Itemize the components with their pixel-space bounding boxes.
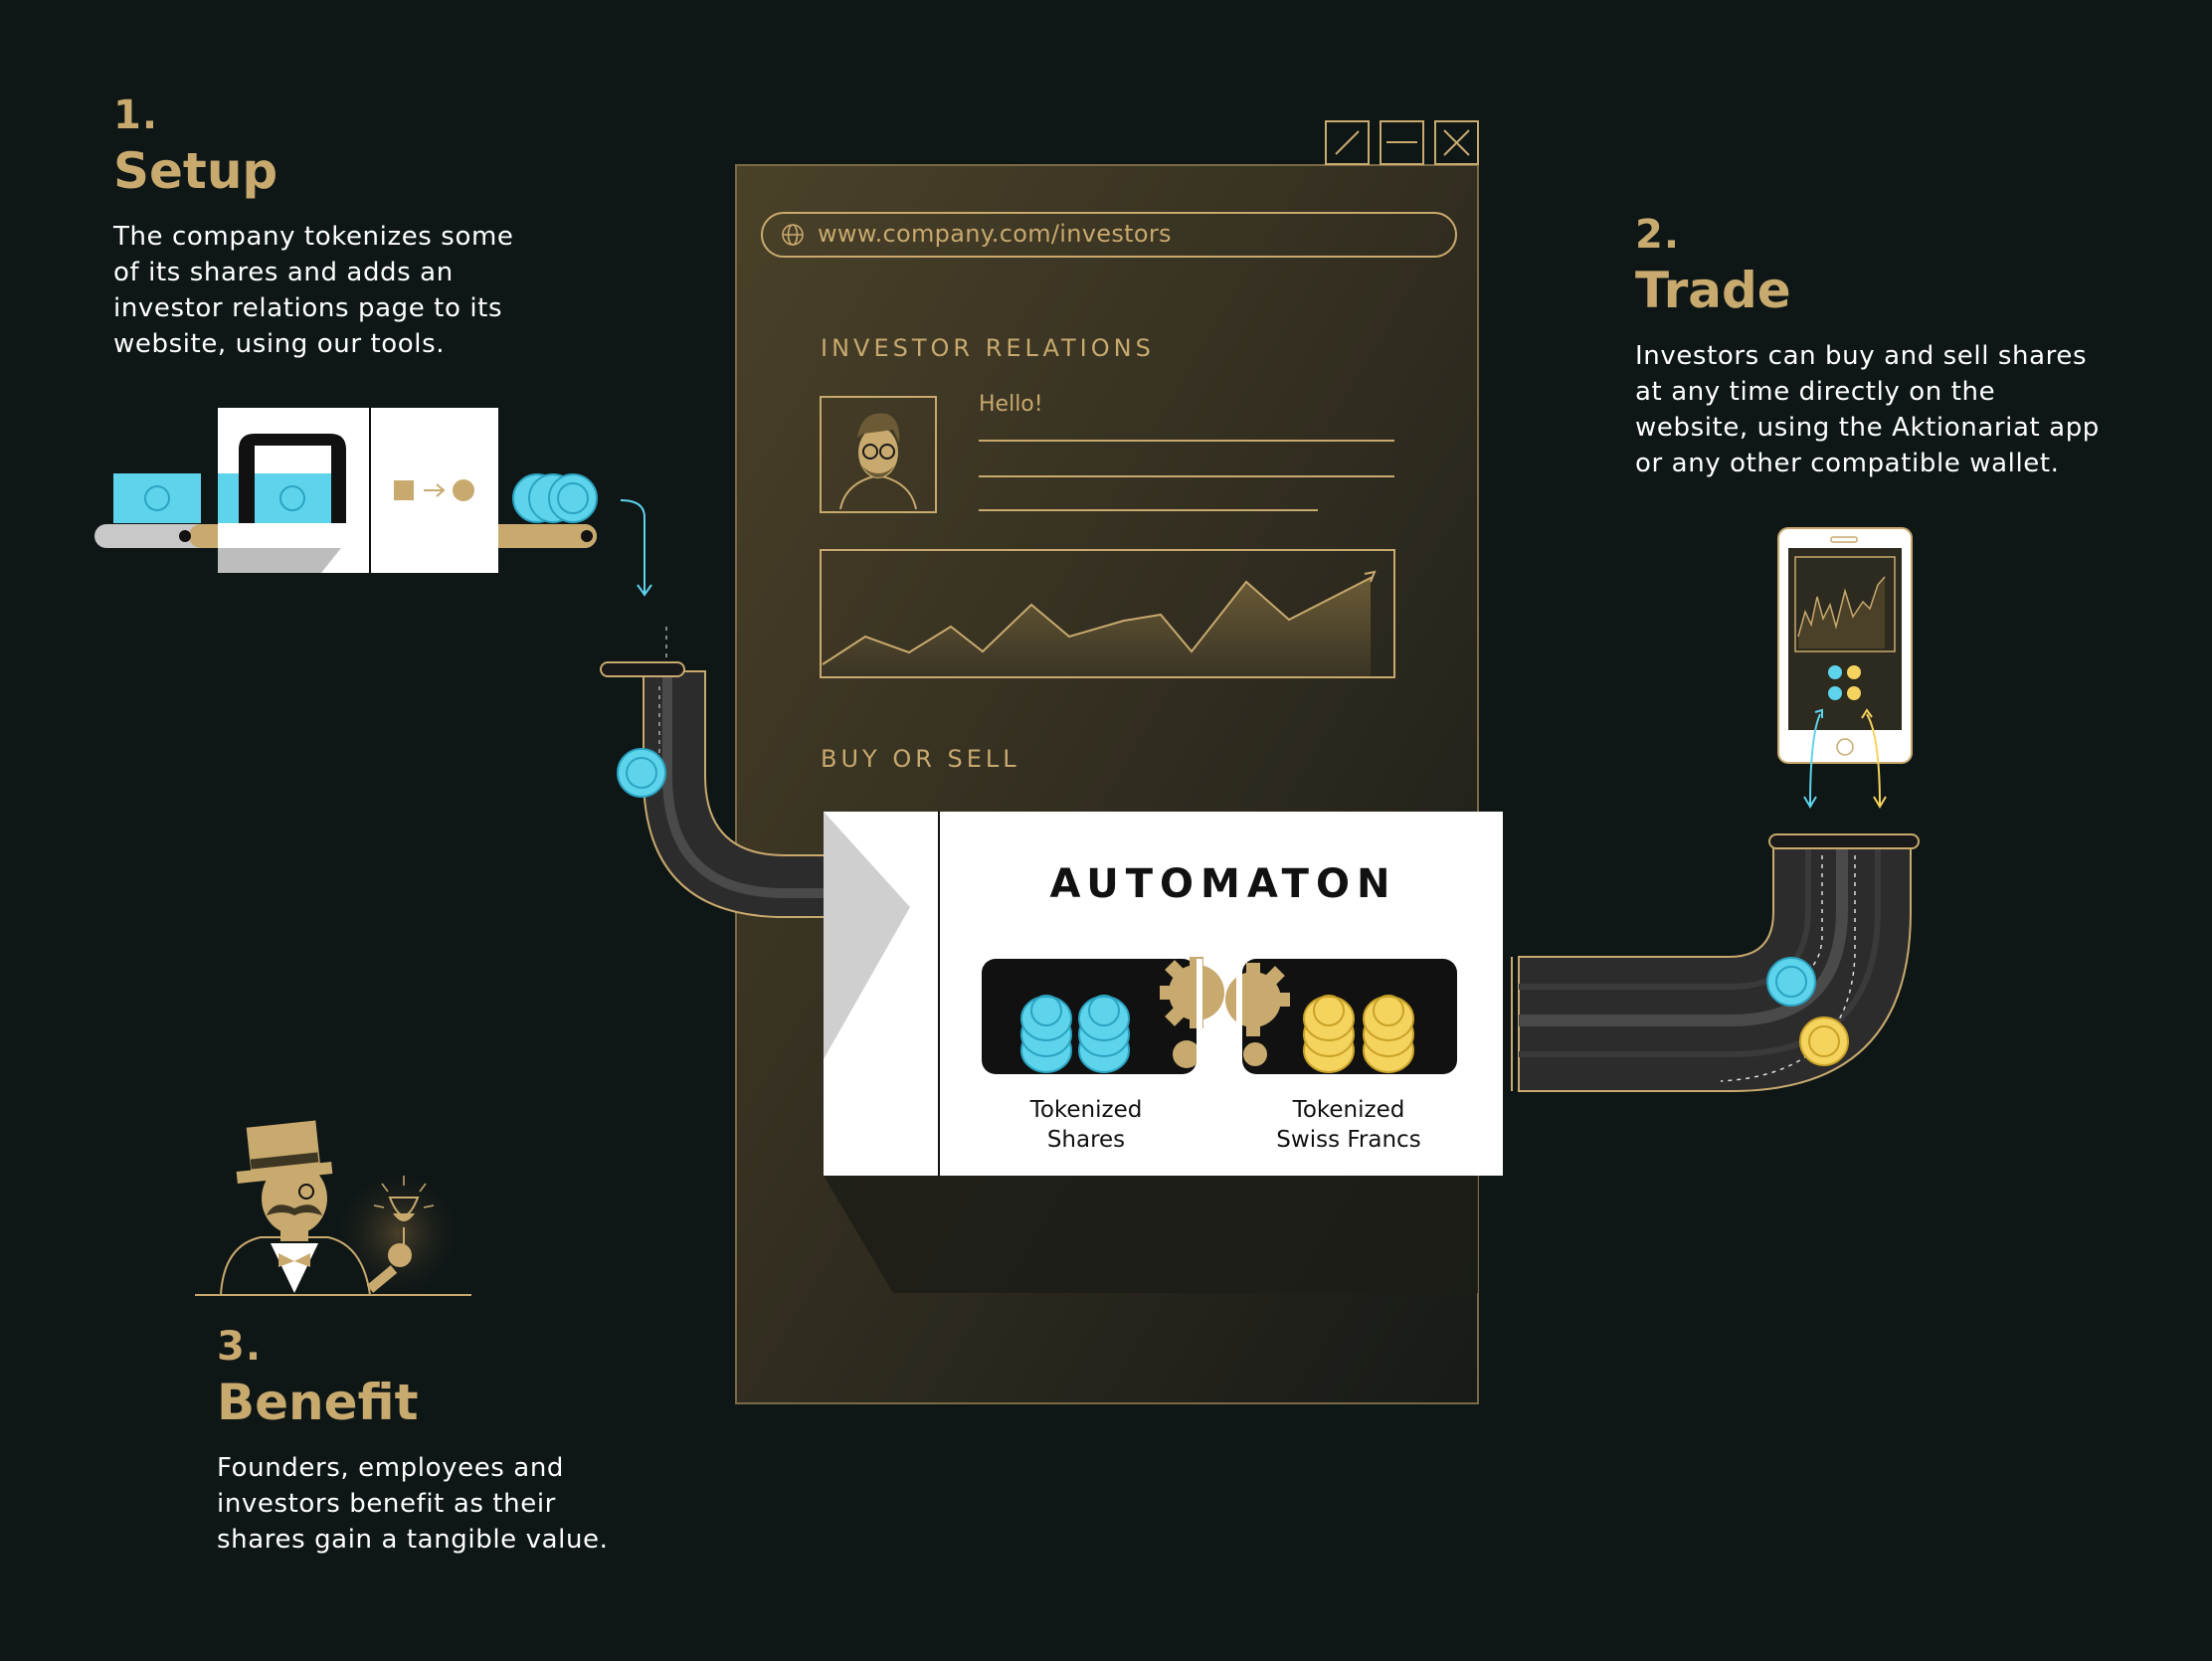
coin-icon	[1313, 995, 1345, 1026]
step-description: The company tokenizes some of its shares…	[113, 219, 513, 362]
step-trade: 2. Trade Investors can buy and sell shar…	[1635, 211, 2100, 481]
step-title: Setup	[113, 142, 278, 200]
coin-icon	[1363, 996, 1414, 1041]
window-controls[interactable]	[1325, 120, 1479, 165]
step-line: website, using the Aktionariat app	[1635, 413, 2100, 443]
edit-icon[interactable]	[1325, 120, 1370, 165]
step-line: shares gain a tangible value.	[217, 1525, 609, 1555]
pool-caption-line: Swiss Francs	[1276, 1127, 1421, 1153]
step-line: of its shares and adds an	[113, 258, 454, 287]
step-description: Founders, employees and investors benefi…	[217, 1450, 609, 1558]
coin-icon	[1799, 1016, 1849, 1066]
close-icon[interactable]	[1434, 120, 1479, 165]
coin-icon	[512, 473, 598, 523]
browser-window	[735, 120, 1479, 1404]
coin-icon	[1078, 996, 1130, 1041]
step-line: or any other compatible wallet.	[1635, 449, 2060, 478]
step-line: investors benefit as their	[217, 1489, 556, 1519]
step-setup: 1. Setup The company tokenizes some of i…	[113, 92, 513, 362]
automaton-title: AUTOMATON	[1049, 861, 1397, 907]
step-title: Benefit	[217, 1374, 419, 1431]
step-title: Trade	[1635, 262, 1791, 319]
investor-relations-label: INVESTOR RELATIONS	[821, 334, 1155, 362]
step-number: 2.	[1635, 212, 1681, 258]
pool-caption-line: Tokenized	[1029, 1097, 1143, 1123]
coin-icon	[617, 748, 666, 798]
price-chart	[820, 549, 1395, 678]
pool-caption-shares: Tokenized Shares	[967, 1095, 1205, 1155]
step-line: at any time directly on the	[1635, 377, 1996, 407]
coin-icon	[1373, 995, 1404, 1026]
avatar-illustration	[820, 396, 937, 513]
step-benefit: 3. Benefit Founders, employees and inves…	[217, 1323, 609, 1558]
smartphone-icon	[1777, 527, 1913, 809]
coin-icon	[1766, 957, 1816, 1007]
address-bar[interactable]	[761, 212, 1457, 258]
globe-icon	[782, 224, 804, 246]
pool-caption-francs: Tokenized Swiss Francs	[1229, 1095, 1468, 1155]
step-line: Investors can buy and sell shares	[1635, 341, 2088, 371]
gentleman-illustration	[195, 1120, 471, 1303]
step-description: Investors can buy and sell shares at any…	[1635, 338, 2100, 481]
address-bar-url[interactable]: www.company.com/investors	[818, 220, 1172, 248]
minimize-icon[interactable]	[1380, 120, 1424, 165]
coin-stack-shares	[1020, 995, 1130, 1073]
pool-caption-line: Shares	[1046, 1127, 1126, 1153]
tokenizer-machine	[218, 408, 498, 573]
step-line: Founders, employees and	[217, 1453, 565, 1483]
step-line: investor relations page to its	[113, 293, 503, 323]
coin-icon	[1030, 995, 1062, 1026]
step-line: The company tokenizes some	[113, 222, 514, 252]
coin-stack-francs	[1303, 995, 1414, 1073]
step-number: 3.	[217, 1324, 263, 1370]
coin-icon	[1303, 996, 1355, 1041]
step-line: website, using our tools.	[113, 329, 446, 359]
step-number: 1.	[113, 92, 159, 138]
coin-icon	[1020, 996, 1072, 1041]
buy-or-sell-label: BUY OR SELL	[821, 745, 1020, 773]
pipe	[1511, 833, 1920, 1092]
automaton-box	[824, 812, 1503, 1176]
greeting-text: Hello!	[979, 392, 1043, 417]
coin-icon	[1088, 995, 1120, 1026]
pool-caption-line: Tokenized	[1292, 1097, 1405, 1123]
